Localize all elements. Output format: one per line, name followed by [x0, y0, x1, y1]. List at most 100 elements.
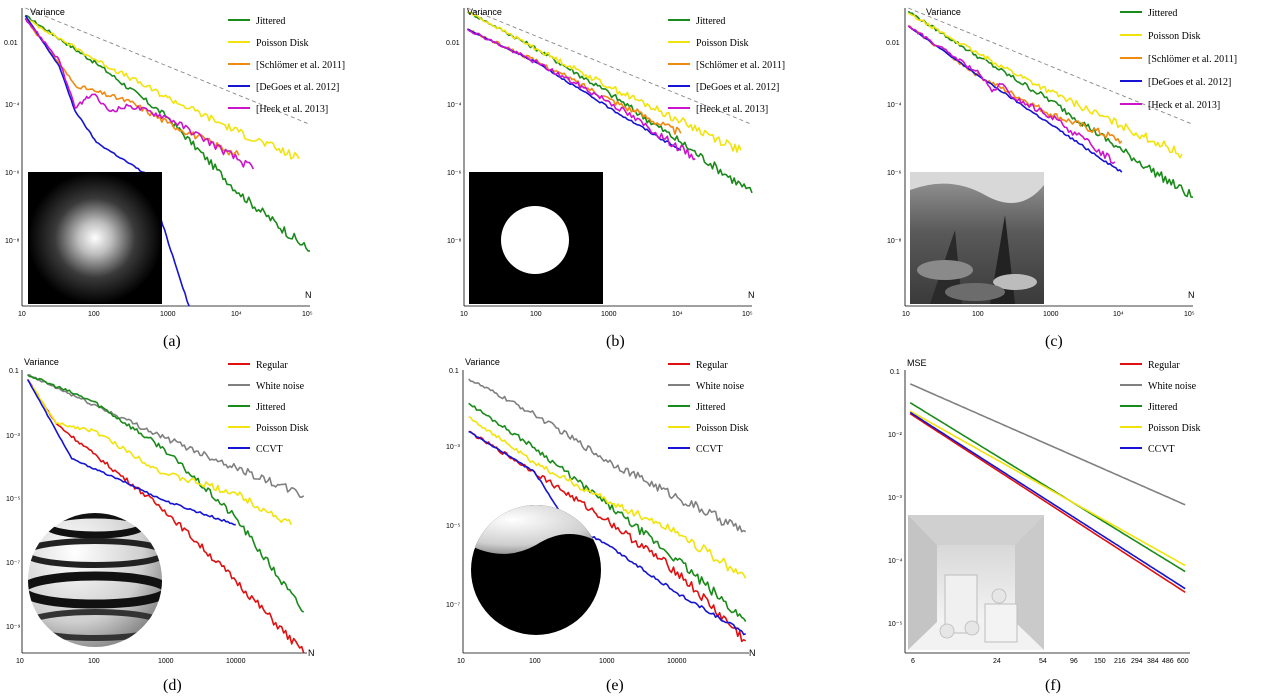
chart-f-xtick: 294 [1131, 658, 1143, 665]
chart-e-yticks: 0.1 10⁻³ 10⁻⁵ 10⁻⁷ [446, 368, 460, 609]
chart-e-ytick: 10⁻⁷ [446, 602, 460, 609]
chart-b-ytick: 0.01 [446, 40, 460, 47]
chart-c-ytick: 10⁻⁴ [887, 102, 902, 109]
series-line-regular [26, 379, 305, 654]
chart-a-xtick: 10 [18, 311, 26, 318]
chart-e-inset-half-shaded-sphere [471, 505, 601, 635]
series-line-poisson-disk [468, 415, 747, 579]
series-line-poisson-disk [24, 17, 300, 160]
legend-entry: Poisson Disk [256, 423, 309, 434]
chart-e-ylabel: Variance [465, 357, 500, 367]
chart-a-legend: Jittered Poisson Disk [Schlömer et al. 2… [228, 16, 345, 115]
legend-entry: Jittered [256, 402, 285, 413]
chart-d-xlabel: N [308, 648, 315, 658]
chart-d-xtick: 100 [88, 658, 100, 665]
chart-a-yticks: 0.01 10⁻⁴ 10⁻⁶ 10⁻⁸ [4, 40, 20, 245]
chart-f-inset-cornell-box [908, 515, 1044, 650]
chart-b-ylabel: Variance [467, 7, 502, 17]
chart-c-yticks: 0.01 10⁻⁴ 10⁻⁶ 10⁻⁸ [886, 40, 902, 245]
chart-d-xtick: 10000 [226, 658, 246, 665]
chart-f-xtick: 96 [1070, 658, 1078, 665]
series-line-regular [909, 413, 1186, 593]
series-line-schl-mer-et-al-2011 [908, 25, 1123, 144]
series-line-poisson-disk [909, 410, 1186, 567]
chart-a-ytick: 10⁻⁴ [5, 102, 20, 109]
chart-f-ytick: 10⁻⁵ [888, 621, 902, 628]
chart-f-plot [904, 370, 1190, 654]
chart-f-ytick: 10⁻³ [888, 495, 902, 502]
chart-b-xtick: 10⁴ [672, 311, 683, 318]
chart-f-xtick: 384 [1147, 658, 1159, 665]
panel-e: Variance N 10 100 1000 10000 0.1 10⁻³ 10… [446, 357, 756, 694]
chart-d-caption: (d) [163, 677, 182, 694]
legend-entry: CCVT [696, 444, 723, 455]
legend-entry: [Heck et al. 2013] [1148, 100, 1220, 111]
chart-b-xtick: 10⁵ [742, 311, 753, 318]
chart-b-xlabel: N [748, 290, 755, 300]
legend-entry: Jittered [1148, 402, 1177, 413]
chart-d-ytick: 10⁻⁵ [6, 496, 20, 503]
legend-entry: [Heck et al. 2013] [256, 104, 328, 115]
chart-f-xtick: 600 [1177, 658, 1189, 665]
chart-f-xtick: 24 [993, 658, 1001, 665]
chart-b-ytick: 10⁻⁸ [447, 238, 461, 245]
legend-entry: [DeGoes et al. 2012] [1148, 77, 1231, 88]
chart-f-legend: Regular White noise Jittered Poisson Dis… [1120, 360, 1201, 455]
chart-b-legend: Jittered Poisson Disk [Schlömer et al. 2… [668, 16, 785, 115]
chart-a-xtick: 10⁴ [231, 311, 242, 318]
legend-entry: Jittered [1148, 8, 1177, 19]
chart-a-inset-gaussian [28, 172, 162, 304]
chart-b-ytick: 10⁻⁴ [447, 102, 462, 109]
series-line-white-noise [909, 383, 1186, 506]
chart-d-xtick: 1000 [158, 658, 174, 665]
chart-d-ylabel: Variance [24, 357, 59, 367]
chart-c-xlabel: N [1188, 290, 1195, 300]
panel-a: Variance N 10 100 1000 10⁴ 10⁵ 0.01 10⁻⁴… [4, 7, 345, 350]
chart-c-plot [904, 7, 1194, 307]
chart-d-plot [21, 370, 307, 654]
chart-f-xticks: 6 24 54 96 150 216 294 384 486 600 [911, 658, 1189, 665]
series-line-jittered [907, 10, 1194, 198]
chart-e-xtick: 10000 [667, 658, 687, 665]
legend-entry: CCVT [1148, 444, 1175, 455]
chart-f-xtick: 54 [1039, 658, 1047, 665]
series-line-poisson-disk [26, 379, 292, 526]
chart-c-inset-forest-photo [910, 172, 1044, 304]
chart-f-ytick: 10⁻² [888, 432, 902, 439]
chart-c-xtick: 1000 [1043, 311, 1059, 318]
chart-e-xtick: 1000 [599, 658, 615, 665]
series-line-jittered [909, 402, 1186, 573]
legend-entry: [Schlömer et al. 2011] [256, 60, 345, 71]
chart-c-ylabel: Variance [926, 7, 961, 17]
legend-entry: Poisson Disk [696, 423, 749, 434]
series-line-heck-et-al-2013 [466, 28, 696, 161]
legend-entry: Poisson Disk [1148, 31, 1201, 42]
chart-c-ytick: 10⁻⁸ [887, 238, 901, 245]
chart-c-xtick: 10⁴ [1113, 311, 1124, 318]
legend-entry: [Schlömer et al. 2011] [696, 60, 785, 71]
chart-a-xticks: 10 100 1000 10⁴ 10⁵ [18, 311, 313, 318]
chart-c-xticks: 10 100 1000 10⁴ 10⁵ [902, 311, 1195, 318]
chart-e-xlabel: N [749, 648, 756, 658]
legend-entry: Jittered [696, 16, 725, 27]
chart-e-xticks: 10 100 1000 10000 [457, 658, 687, 665]
chart-c-ytick: 0.01 [886, 40, 900, 47]
chart-e-legend: Regular White noise Jittered Poisson Dis… [668, 360, 749, 455]
chart-a-xtick: 1000 [160, 311, 176, 318]
chart-d-inset-striped-sphere [28, 513, 162, 647]
chart-a-caption: (a) [163, 333, 181, 350]
legend-entry: Regular [696, 360, 728, 371]
series-line-ccvt [26, 379, 236, 526]
chart-f-ytick: 10⁻⁴ [888, 558, 903, 565]
series-line-jittered [27, 374, 305, 613]
chart-a-xlabel: N [305, 290, 312, 300]
chart-f-xtick: 6 [911, 658, 915, 665]
chart-f-xtick: 216 [1114, 658, 1126, 665]
chart-a-ylabel: Variance [30, 7, 65, 17]
chart-f-ylabel: MSE [907, 358, 927, 368]
chart-f-xtick: 150 [1094, 658, 1106, 665]
chart-c-xtick: 10 [902, 311, 910, 318]
chart-a-ytick: 10⁻⁸ [5, 238, 19, 245]
chart-b-xtick: 10 [460, 311, 468, 318]
chart-c-legend: Jittered Poisson Disk [Schlömer et al. 2… [1120, 8, 1237, 111]
